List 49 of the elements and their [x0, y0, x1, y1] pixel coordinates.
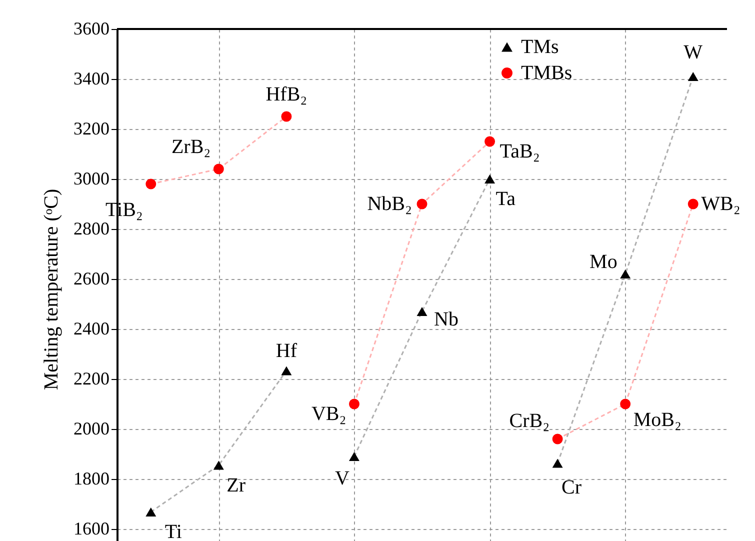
point [146, 178, 156, 190]
data-label: TaB₂ [500, 140, 540, 162]
y-tick-label: 2600 [74, 268, 110, 288]
point [688, 72, 698, 82]
legend-label: TMs [521, 36, 559, 58]
data-label: V [334, 468, 350, 490]
data-label: WB₂ [701, 193, 740, 215]
point [620, 269, 631, 279]
data-label: HfB₂ [266, 84, 308, 106]
y-tick-label: 1800 [74, 468, 110, 488]
y-tick-label: 3200 [74, 118, 110, 138]
point [552, 458, 563, 468]
data-label: Zr [226, 474, 246, 496]
point [484, 136, 496, 147]
point [281, 111, 292, 122]
data-label: MoB₂ [633, 409, 682, 431]
y-tick-label: 2200 [74, 368, 110, 388]
point [620, 398, 631, 410]
data-label: W [684, 42, 703, 64]
data-label: Cr [562, 476, 582, 498]
point [348, 452, 360, 462]
y-tick-label: 2000 [74, 418, 110, 438]
data-label: Hf [276, 340, 298, 362]
data-label: Ti [164, 521, 182, 541]
point [213, 164, 224, 174]
point [484, 174, 496, 184]
y-tick-label: 2400 [74, 318, 110, 338]
y-axis-title: Melting temperature (ᵒC) [40, 188, 62, 390]
point [281, 366, 292, 376]
point [416, 306, 428, 316]
data-label: Nb [434, 308, 458, 330]
y-tick-label: 3000 [74, 168, 110, 188]
data-label: Ta [496, 188, 516, 210]
y-tick-label: 3600 [74, 18, 110, 38]
data-label: NbB₂ [367, 193, 412, 215]
y-tick-label: 3400 [74, 68, 110, 88]
data-label: ZrB₂ [171, 136, 211, 158]
legend-label: TMBs [521, 62, 572, 84]
data-label: Mo [590, 251, 618, 273]
point [416, 198, 428, 210]
point [146, 507, 156, 517]
y-tick-label: 2800 [74, 218, 110, 238]
data-label: VB₂ [311, 403, 346, 425]
y-tick-label: 1600 [74, 518, 110, 538]
point [213, 460, 224, 470]
point [348, 398, 360, 410]
point [552, 434, 563, 444]
data-label: CrB₂ [509, 410, 550, 432]
point [688, 198, 698, 210]
